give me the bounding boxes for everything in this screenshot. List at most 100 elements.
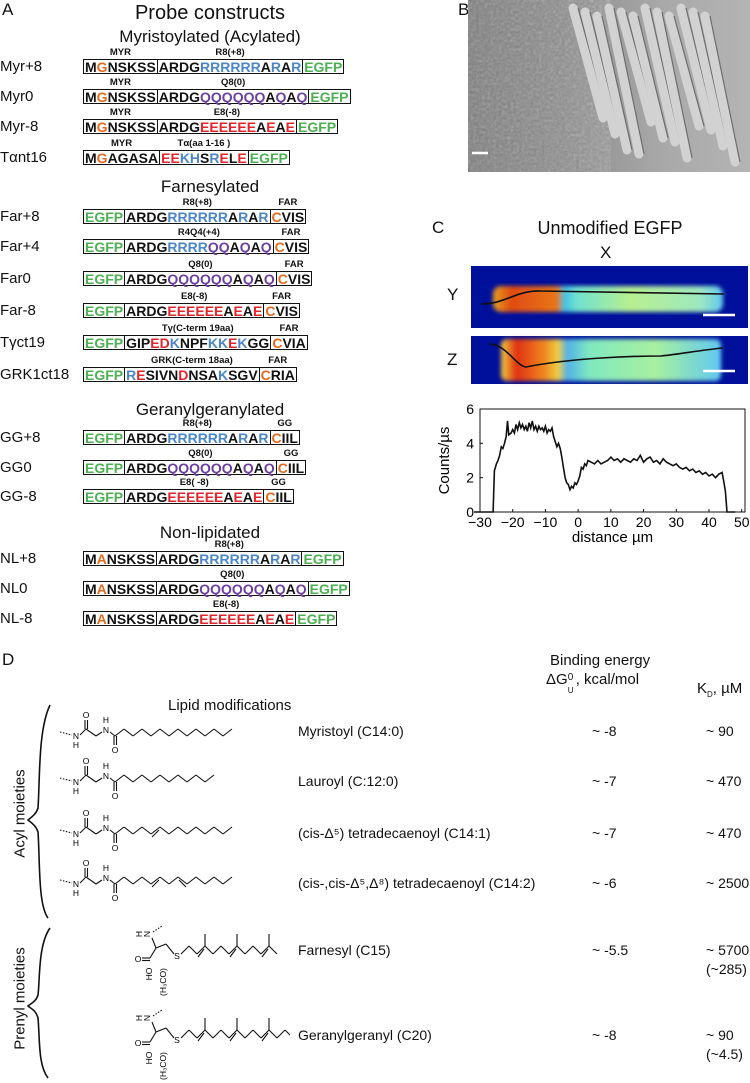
rod-edge bbox=[661, 11, 693, 159]
bond bbox=[213, 876, 224, 885]
residue-run: R bbox=[270, 59, 281, 75]
bond bbox=[186, 728, 197, 737]
rod-outer-segment bbox=[616, 7, 656, 127]
lipid-name: Farnesyl (C15) bbox=[298, 942, 391, 958]
residue-run: EGFP bbox=[297, 611, 336, 627]
construct-label: Myr-8 bbox=[0, 118, 39, 135]
bond bbox=[151, 879, 160, 888]
bond bbox=[229, 948, 237, 958]
intensity-series-line bbox=[474, 419, 736, 513]
residue-run: R bbox=[209, 150, 220, 166]
bond bbox=[150, 728, 161, 737]
x-tick-label: 20 bbox=[636, 514, 652, 530]
bond bbox=[186, 826, 197, 835]
residue-run: EGFP bbox=[85, 335, 124, 351]
residue-run: ARDG bbox=[158, 611, 200, 627]
bond bbox=[188, 1029, 198, 1039]
residue-run: EGFP bbox=[85, 271, 124, 287]
residue-run: A bbox=[260, 59, 271, 75]
atom-label: N bbox=[73, 879, 79, 889]
atom-label: H bbox=[73, 838, 79, 848]
y-tick-label: 2 bbox=[466, 470, 474, 486]
bond bbox=[168, 728, 179, 737]
z-axis-label: Z bbox=[447, 350, 458, 369]
kd-value-secondary: (~4.5) bbox=[706, 1046, 743, 1062]
residue-run: NSKSS bbox=[106, 611, 156, 627]
residue-run: QQQQQQ bbox=[200, 89, 266, 105]
residue-run: R bbox=[258, 209, 269, 225]
bond bbox=[114, 774, 125, 783]
bond bbox=[155, 1027, 167, 1033]
segment-annotation: FAR bbox=[272, 291, 292, 302]
atom-label: N bbox=[73, 777, 79, 787]
atom-label: N bbox=[142, 931, 152, 937]
residue-run: RRRRRR bbox=[199, 551, 260, 567]
sequence-segment: CVIS FAR bbox=[273, 227, 310, 254]
bond bbox=[159, 876, 170, 885]
residue-run: M bbox=[85, 611, 97, 627]
binding-energy: ~ -8 bbox=[592, 723, 617, 739]
sequence-segment: MGNSKSS MYR bbox=[83, 77, 158, 105]
chart-x-label: distance µm bbox=[572, 529, 653, 545]
bond bbox=[188, 945, 198, 955]
residue-run: EGFP bbox=[309, 581, 348, 597]
residue-run: EGFP bbox=[85, 303, 124, 319]
kd-value: ~ 2500 bbox=[706, 875, 750, 891]
bond bbox=[197, 1032, 205, 1042]
y-tick-label: 4 bbox=[466, 435, 474, 451]
construct-label: NL+8 bbox=[0, 550, 37, 567]
bond bbox=[59, 829, 73, 834]
residue-run: C bbox=[265, 303, 276, 319]
bond bbox=[276, 1029, 286, 1039]
residue-run: A bbox=[223, 303, 234, 319]
chemical-structures: NHONHONHONHONHONHONHONHOHNOHOS(H₃CO)HNOH… bbox=[26, 704, 290, 1080]
rod-edge bbox=[637, 15, 669, 139]
bond bbox=[132, 876, 143, 885]
atom-label: N bbox=[142, 1015, 152, 1021]
residue-run: G bbox=[96, 89, 108, 105]
residue-run: G bbox=[96, 119, 108, 135]
segment-annotation: E8(-8) bbox=[213, 107, 241, 118]
lipid-name: (cis-Δ⁵) tetradecaenoyl (C14:1) bbox=[298, 825, 491, 841]
residue-run: A bbox=[274, 611, 285, 627]
bond bbox=[150, 774, 161, 783]
sequence-segment: MANSKSS bbox=[83, 551, 158, 566]
residue-run: E bbox=[228, 335, 238, 351]
residue-run: A bbox=[228, 430, 239, 446]
bond bbox=[195, 826, 206, 835]
x-axis-label: X bbox=[600, 243, 612, 262]
bond bbox=[204, 876, 215, 885]
atom-label: O bbox=[135, 1038, 142, 1048]
residue-run: A bbox=[242, 489, 253, 505]
residue-run: A bbox=[96, 581, 107, 597]
residue-run: EGFP bbox=[85, 209, 124, 225]
bond bbox=[236, 945, 246, 955]
kd-value: ~ 90 bbox=[706, 1027, 734, 1043]
residue-run: ARDG bbox=[126, 239, 168, 255]
sequence-segment: GIPEDKNPFKKEKGG Tγ(C-term 19aa) bbox=[125, 323, 272, 351]
x-tick-label: 10 bbox=[603, 514, 619, 530]
residue-run: Q bbox=[242, 460, 254, 476]
segment-annotation: R8(+8) bbox=[214, 539, 244, 550]
binding-energy: ~ -5.5 bbox=[592, 942, 629, 958]
bond bbox=[123, 728, 134, 737]
residue-run: EE bbox=[161, 150, 180, 166]
residue-run: R bbox=[270, 551, 281, 567]
segment-annotation: MYR bbox=[111, 138, 133, 149]
residue-run: ARDG bbox=[126, 460, 168, 476]
residue-run: ARDG bbox=[126, 271, 168, 287]
plot-frame bbox=[479, 408, 746, 513]
residue-run: Q bbox=[260, 239, 272, 255]
bond bbox=[149, 1031, 157, 1043]
residue-run: VIS bbox=[281, 209, 305, 225]
bond bbox=[159, 826, 170, 835]
residue-run: EGFP bbox=[85, 239, 124, 255]
bond bbox=[177, 728, 188, 737]
rod-outer-segment bbox=[580, 7, 620, 139]
residue-run: A bbox=[232, 460, 243, 476]
sequence-box: MGAGASA MYR EEKHSRELE Tα(aa 1-16 ) EGFP bbox=[83, 138, 290, 166]
sequence-box: EGFP RESIVNDNSAKSGV GRK(C-term 18aa) CRIA FA… bbox=[83, 355, 297, 382]
segment-annotation: FAR bbox=[278, 197, 298, 208]
residue-run: M bbox=[85, 59, 97, 75]
residue-run: R bbox=[238, 430, 249, 446]
